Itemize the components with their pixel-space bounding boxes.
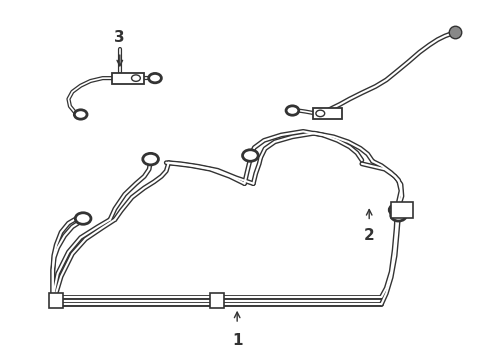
Circle shape [285,106,298,115]
Text: 3: 3 [114,30,125,45]
Text: 2: 2 [363,228,374,243]
Text: 1: 1 [231,333,242,348]
Bar [390,202,412,218]
Circle shape [142,153,158,165]
Bar [112,73,144,84]
Bar [210,293,224,308]
Circle shape [390,210,406,221]
Circle shape [315,110,324,117]
Circle shape [75,213,91,224]
Circle shape [74,110,87,119]
Circle shape [388,204,404,216]
Bar [49,293,62,308]
Circle shape [148,73,161,83]
Bar [312,108,342,119]
Circle shape [131,75,140,81]
Circle shape [242,150,258,161]
